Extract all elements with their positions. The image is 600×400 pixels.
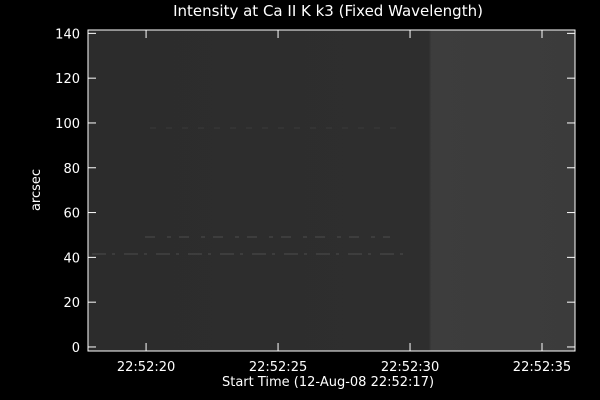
x-tick-label: 22:52:35 [513, 360, 571, 375]
y-tick-label: 40 [63, 251, 80, 266]
chart-title: Intensity at Ca II K k3 (Fixed Wavelengt… [173, 2, 483, 20]
intensity-image [88, 30, 575, 351]
image-streaks [92, 127, 410, 255]
y-tick-label: 120 [55, 72, 80, 87]
y-tick-label: 140 [55, 27, 80, 42]
x-tick-label: 22:52:25 [249, 360, 307, 375]
y-tick-label: 80 [63, 162, 80, 177]
x-tick-label: 22:52:30 [381, 360, 439, 375]
y-tick-label: 20 [63, 296, 80, 311]
y-tick-label: 0 [72, 341, 80, 356]
x-tick-label: 22:52:20 [117, 360, 175, 375]
y-axis-label: arcsec [29, 169, 44, 211]
y-tick-label: 100 [55, 117, 80, 132]
y-tick-label: 60 [63, 207, 80, 222]
x-axis-label: Start Time (12-Aug-08 22:52:17) [222, 375, 434, 390]
plot-frame [87, 29, 576, 352]
